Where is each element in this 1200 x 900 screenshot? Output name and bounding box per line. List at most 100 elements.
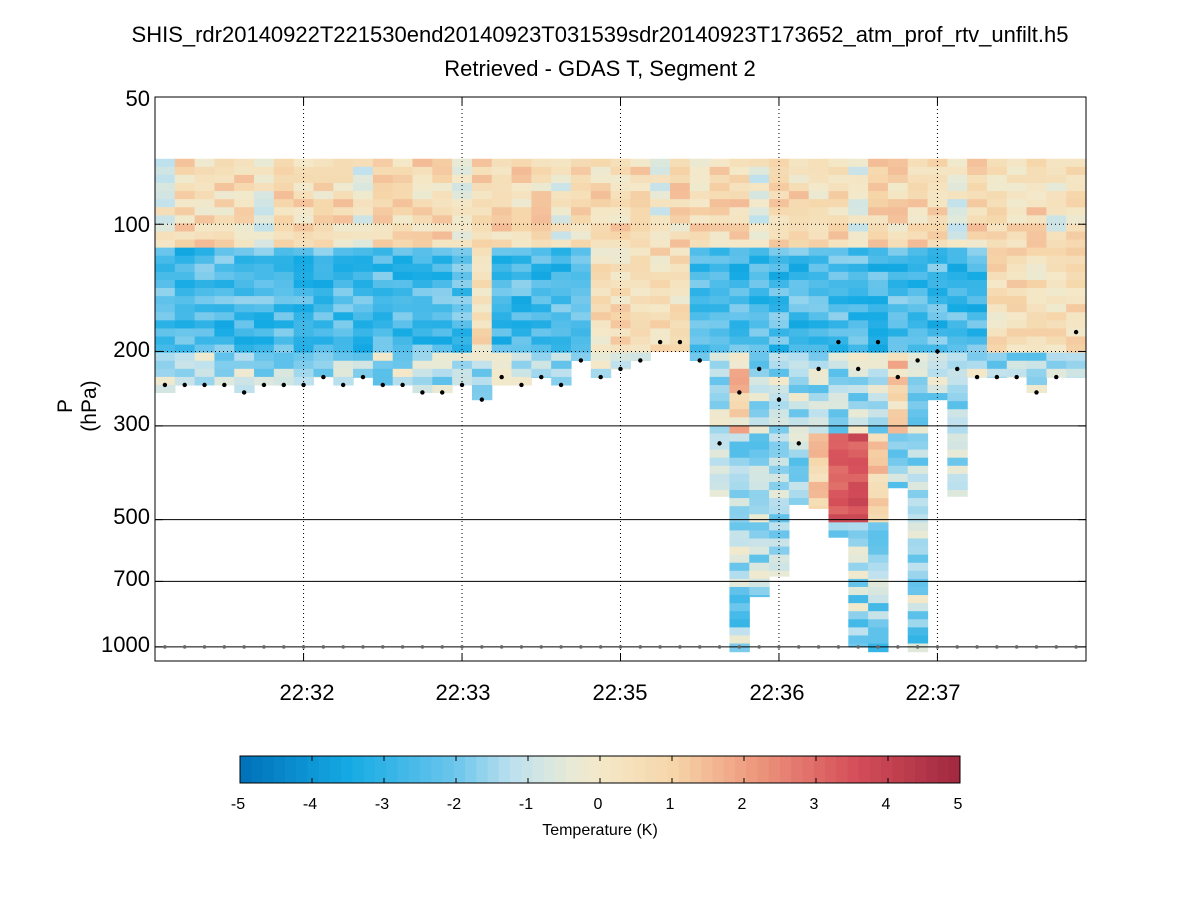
colorbar-segment bbox=[836, 756, 848, 783]
heatmap-cell bbox=[353, 279, 374, 289]
heatmap-cell bbox=[868, 207, 889, 216]
heatmap-cell bbox=[729, 498, 750, 507]
heatmap-cell bbox=[769, 490, 790, 499]
heatmap-cell bbox=[531, 360, 552, 370]
heatmap-cell bbox=[788, 312, 810, 321]
cloud-top-marker bbox=[935, 349, 940, 354]
heatmap-cell bbox=[353, 191, 374, 200]
heatmap-cell bbox=[570, 174, 592, 184]
heatmap-cell bbox=[788, 304, 810, 313]
heatmap-cell bbox=[570, 215, 592, 224]
heatmap-cell bbox=[967, 352, 988, 362]
heatmap-cell bbox=[254, 199, 275, 208]
surface-marker bbox=[836, 645, 841, 649]
heatmap-cell bbox=[590, 223, 612, 233]
heatmap-cell bbox=[689, 312, 711, 321]
heatmap-cell bbox=[273, 344, 295, 354]
heatmap-cell bbox=[848, 538, 869, 548]
heatmap-cell bbox=[986, 174, 1008, 184]
heatmap-cell bbox=[788, 368, 810, 378]
heatmap-cell bbox=[353, 320, 374, 330]
heatmap-cell bbox=[927, 183, 948, 192]
surface-marker bbox=[896, 645, 900, 649]
heatmap-cell bbox=[174, 279, 196, 289]
heatmap-cell bbox=[471, 183, 493, 192]
heatmap-cell bbox=[610, 328, 632, 338]
heatmap-cell bbox=[273, 279, 295, 289]
heatmap-cell bbox=[947, 166, 968, 176]
heatmap-cell bbox=[313, 279, 334, 289]
heatmap-cell bbox=[273, 166, 295, 176]
heatmap-cell bbox=[392, 279, 414, 289]
heatmap-cell bbox=[234, 328, 255, 338]
heatmap-cell bbox=[729, 425, 750, 435]
heatmap-cell bbox=[1046, 336, 1067, 346]
heatmap-cell bbox=[868, 231, 889, 241]
heatmap-cell bbox=[788, 239, 810, 249]
heatmap-cell bbox=[471, 223, 493, 233]
heatmap-cell bbox=[551, 336, 572, 346]
heatmap-cell bbox=[194, 360, 216, 370]
heatmap-cell bbox=[1046, 263, 1067, 273]
heatmap-cell bbox=[570, 288, 592, 297]
heatmap-cell bbox=[808, 481, 830, 491]
heatmap-cell bbox=[828, 465, 849, 475]
heatmap-cell bbox=[293, 191, 315, 200]
heatmap-cell bbox=[729, 562, 750, 572]
heatmap-cell bbox=[689, 328, 711, 338]
heatmap-cell bbox=[907, 530, 929, 540]
heatmap-cell bbox=[491, 239, 513, 249]
heatmap-cell bbox=[808, 401, 830, 410]
heatmap-cell bbox=[531, 288, 552, 297]
heatmap-cell bbox=[531, 352, 552, 362]
heatmap-cell bbox=[749, 538, 770, 548]
heatmap-cell bbox=[650, 328, 671, 338]
heatmap-cell bbox=[986, 296, 1008, 305]
heatmap-cell bbox=[670, 247, 691, 257]
heatmap-cell bbox=[868, 312, 889, 321]
heatmap-cell bbox=[749, 215, 770, 224]
heatmap-cell bbox=[848, 530, 869, 540]
heatmap-cell bbox=[749, 247, 770, 257]
heatmap-cell bbox=[907, 578, 929, 588]
surface-marker bbox=[1074, 645, 1078, 649]
heatmap-cell bbox=[234, 231, 255, 241]
heatmap-cell bbox=[254, 215, 275, 224]
heatmap-cell bbox=[1026, 279, 1047, 289]
surface-marker bbox=[262, 645, 266, 649]
colorbar-segment bbox=[780, 756, 792, 783]
heatmap-cell bbox=[947, 401, 968, 410]
colorbar-segment bbox=[712, 756, 725, 783]
heatmap-cell bbox=[729, 312, 750, 321]
surface-marker bbox=[757, 645, 761, 649]
heatmap-cell bbox=[749, 595, 770, 598]
heatmap-cell bbox=[313, 336, 334, 346]
heatmap-cell bbox=[749, 174, 770, 184]
surface-marker bbox=[519, 645, 524, 649]
surface-marker bbox=[717, 645, 722, 649]
heatmap-cell bbox=[412, 328, 433, 338]
heatmap-cell bbox=[927, 288, 948, 297]
heatmap-cell bbox=[511, 166, 532, 176]
heatmap-cell bbox=[967, 255, 988, 265]
heatmap-cell bbox=[293, 255, 315, 265]
heatmap-cell bbox=[570, 191, 592, 200]
colorbar-segment bbox=[690, 756, 702, 783]
cloud-top-marker bbox=[994, 374, 1000, 380]
heatmap-cell bbox=[254, 223, 275, 233]
heatmap-cell bbox=[293, 271, 315, 281]
heatmap-cell bbox=[749, 586, 770, 596]
heatmap-cell bbox=[927, 344, 948, 354]
heatmap-cell bbox=[590, 352, 612, 362]
heatmap-cell bbox=[630, 263, 651, 273]
heatmap-cell bbox=[868, 611, 889, 620]
heatmap-cell bbox=[709, 433, 731, 443]
heatmap-cell bbox=[986, 344, 1008, 354]
heatmap-cell bbox=[907, 320, 929, 330]
heatmap-cell bbox=[293, 247, 315, 257]
heatmap-cell bbox=[412, 296, 433, 305]
chart-subtitle: Retrieved - GDAS T, Segment 2 bbox=[444, 56, 756, 81]
heatmap-cell bbox=[570, 247, 592, 257]
heatmap-cell bbox=[729, 199, 750, 208]
colorbar-tick-label: 1 bbox=[665, 796, 675, 813]
